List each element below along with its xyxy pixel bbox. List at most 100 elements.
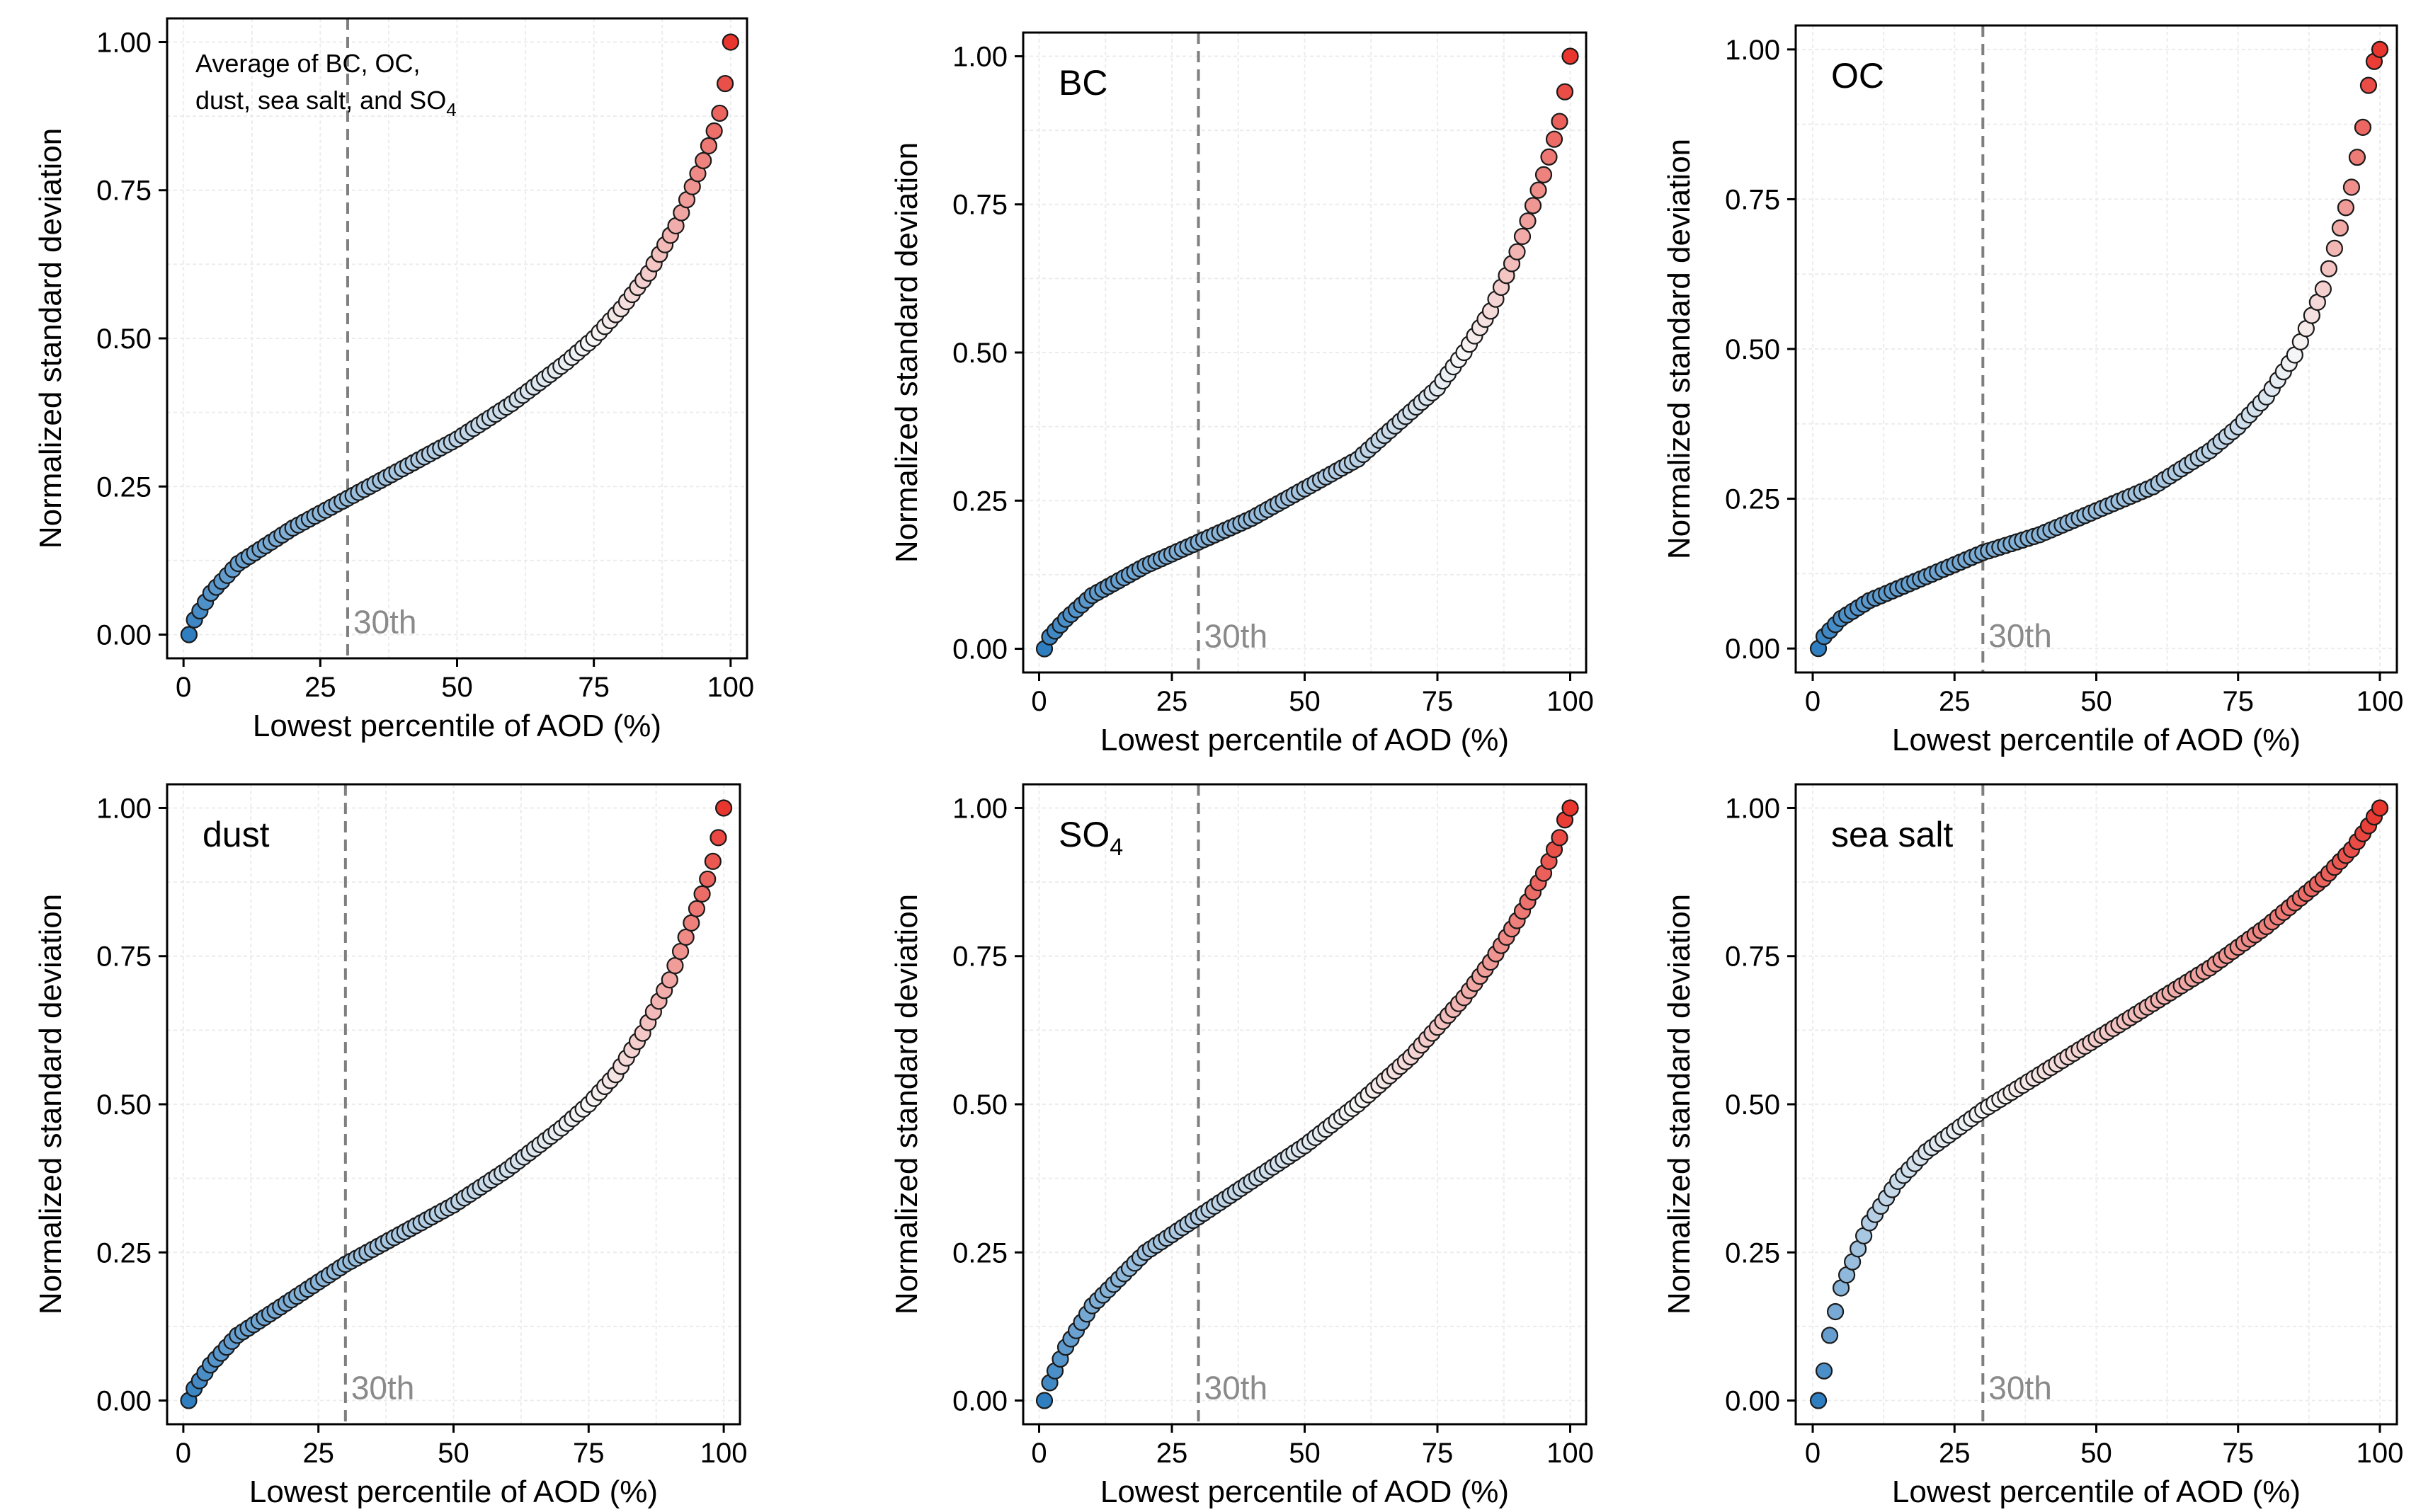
y-tick-label: 0.25 — [1725, 1237, 1780, 1268]
y-tick-label: 0.00 — [952, 634, 1008, 665]
data-point — [1561, 799, 1579, 817]
data-point — [716, 74, 734, 93]
y-tick-label: 0.25 — [1725, 484, 1780, 515]
y-axis-label: Normalized standard deviation — [889, 894, 924, 1315]
x-tick-label: 0 — [176, 672, 191, 703]
x-tick-label: 50 — [441, 672, 473, 703]
y-tick-label: 1.00 — [952, 41, 1008, 72]
x-tick-label: 75 — [578, 672, 610, 703]
panel-3: 0 25 50 75 100 0.00 0.25 0.50 0.75 1.00 Lowest per… — [1662, 24, 2404, 757]
y-tick-label: 0.00 — [952, 1386, 1008, 1417]
x-tick-label: 100 — [700, 1438, 748, 1469]
reference-line-label: 30th — [1988, 617, 2052, 654]
y-axis-label: Normalized standard deviation — [889, 142, 924, 563]
y-tick-label: 0.00 — [1725, 634, 1780, 665]
data-point — [2331, 219, 2349, 237]
data-point — [2325, 239, 2343, 257]
x-tick-label: 50 — [2080, 686, 2112, 717]
data-points — [1035, 799, 1579, 1409]
y-tick-label: 0.50 — [1725, 334, 1780, 365]
data-point — [677, 928, 695, 946]
data-point — [1551, 113, 1568, 130]
x-tick-label: 50 — [1289, 1438, 1321, 1469]
data-point — [1534, 166, 1553, 183]
y-tick-label: 0.00 — [1725, 1386, 1780, 1417]
data-points — [180, 799, 733, 1409]
data-point — [1035, 1392, 1054, 1409]
x-tick-label: 0 — [1031, 1438, 1047, 1469]
panel-title: dust — [203, 815, 270, 854]
data-point — [1551, 829, 1568, 847]
y-tick-label: 0.00 — [96, 1386, 152, 1417]
x-tick-label: 100 — [1546, 686, 1594, 717]
x-tick-label: 0 — [1031, 686, 1047, 717]
x-tick-label: 0 — [1805, 1438, 1820, 1469]
data-points — [1809, 40, 2389, 658]
x-tick-label: 25 — [304, 672, 336, 703]
y-tick-label: 0.50 — [952, 1089, 1008, 1121]
x-tick-label: 75 — [1422, 686, 1454, 717]
data-point — [710, 829, 727, 847]
panel-1: 0 25 50 75 100 0.00 0.25 0.50 0.75 1.00 Lowest per… — [33, 17, 754, 743]
x-tick-label: 25 — [1939, 1438, 1971, 1469]
y-tick-label: 1.00 — [1725, 793, 1780, 824]
data-point — [1524, 197, 1542, 214]
panel-6: 0 25 50 75 100 0.00 0.25 0.50 0.75 1.00 Lowest per… — [1662, 783, 2404, 1509]
x-tick-label: 100 — [1546, 1438, 1594, 1469]
y-tick-label: 0.25 — [96, 471, 152, 503]
data-point — [2359, 76, 2378, 94]
y-tick-label: 0.00 — [96, 620, 152, 651]
x-axis-label: Lowest percentile of AOD (%) — [253, 709, 661, 743]
x-tick-label: 100 — [2357, 1438, 2404, 1469]
y-axis-label: Normalized standard deviation — [33, 128, 68, 549]
x-tick-label: 0 — [1805, 686, 1820, 717]
panel-title-line2: dust, sea salt, and SO4 — [195, 86, 457, 120]
data-point — [705, 122, 723, 140]
x-axis-label: Lowest percentile of AOD (%) — [1100, 723, 1509, 757]
reference-line-label: 30th — [353, 604, 417, 641]
data-point — [699, 870, 717, 888]
y-tick-label: 0.25 — [952, 486, 1008, 517]
panel-title: OC — [1831, 56, 1884, 96]
data-point — [693, 885, 711, 903]
data-point — [1820, 1327, 1839, 1344]
data-point — [2320, 260, 2337, 277]
y-axis-label: Normalized standard deviation — [1662, 894, 1697, 1315]
x-tick-label: 50 — [1289, 686, 1321, 717]
data-points — [1035, 47, 1579, 658]
x-tick-label: 100 — [2357, 686, 2404, 717]
data-point — [1561, 47, 1579, 65]
data-point — [2371, 40, 2389, 58]
data-point — [722, 33, 739, 51]
x-tick-label: 75 — [1422, 1438, 1454, 1469]
panel-5: 0 25 50 75 100 0.00 0.25 0.50 0.75 1.00 Lowest per… — [889, 783, 1594, 1509]
data-point — [688, 900, 706, 917]
x-tick-label: 0 — [176, 1438, 191, 1469]
data-point — [2354, 118, 2372, 136]
x-tick-label: 75 — [573, 1438, 605, 1469]
data-point — [1513, 227, 1532, 246]
panel-title: SO4 — [1059, 815, 1123, 861]
data-point — [1545, 130, 1563, 148]
data-point — [715, 799, 733, 817]
data-point — [1508, 243, 1526, 260]
data-point — [1540, 148, 1558, 166]
reference-line-label: 30th — [351, 1370, 415, 1407]
data-point — [1556, 83, 1574, 101]
data-point — [1809, 1392, 1828, 1409]
data-point — [2314, 280, 2332, 298]
panel-title: Average of BC, OC, — [195, 49, 420, 78]
x-tick-label: 25 — [1939, 686, 1971, 717]
data-point — [704, 852, 722, 870]
data-point — [1519, 212, 1537, 230]
data-point — [666, 957, 684, 975]
data-point — [2371, 799, 2389, 817]
x-tick-label: 25 — [1156, 686, 1188, 717]
x-tick-label: 75 — [2222, 1438, 2254, 1469]
x-tick-label: 50 — [2080, 1438, 2112, 1469]
y-tick-label: 1.00 — [96, 793, 152, 824]
x-axis-label: Lowest percentile of AOD (%) — [249, 1474, 658, 1509]
y-tick-label: 0.50 — [1725, 1089, 1780, 1121]
x-axis-label: Lowest percentile of AOD (%) — [1892, 1474, 2301, 1509]
y-tick-label: 0.75 — [1725, 941, 1780, 973]
